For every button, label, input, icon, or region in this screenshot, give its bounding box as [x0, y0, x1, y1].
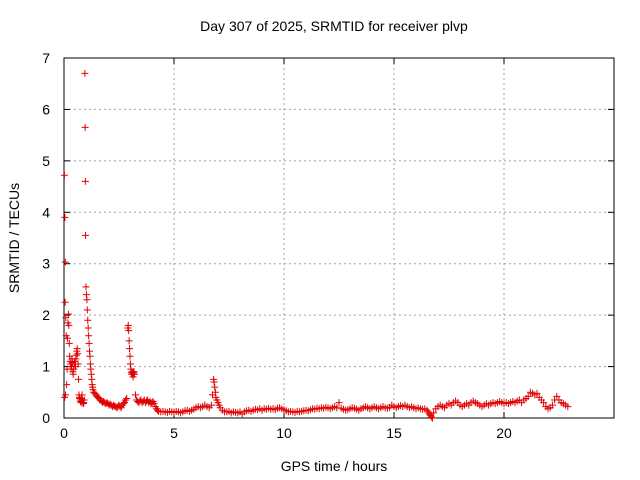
- y-tick-label: 7: [42, 50, 50, 66]
- data-point: [123, 394, 131, 402]
- data-point: [61, 213, 69, 221]
- x-tick-label: 5: [170, 425, 178, 441]
- data-point: [62, 314, 70, 322]
- plot-frame: [63, 57, 615, 419]
- data-point: [564, 403, 572, 411]
- y-tick-label: 2: [42, 307, 50, 323]
- data-point: [533, 389, 541, 397]
- data-point: [427, 413, 435, 421]
- data-point: [74, 360, 82, 368]
- x-axis-label: GPS time / hours: [281, 458, 388, 474]
- data-point: [335, 399, 343, 407]
- data-point: [207, 401, 215, 409]
- y-tick-label: 5: [42, 153, 50, 169]
- x-tick-label: 15: [386, 425, 402, 441]
- data-point: [126, 352, 134, 360]
- data-point: [84, 316, 92, 324]
- data-point: [81, 123, 89, 131]
- x-axis: 0 5 10 15 20: [60, 58, 512, 441]
- data-point: [81, 69, 89, 77]
- x-tick-label: 10: [276, 425, 292, 441]
- data-point: [154, 406, 161, 414]
- data-point: [126, 345, 134, 353]
- data-point: [65, 321, 73, 329]
- y-axis-label: SRMTID / TECUs: [6, 183, 22, 293]
- data-point: [210, 378, 218, 386]
- data-point: [64, 334, 72, 342]
- y-tick-label: 3: [42, 256, 50, 272]
- data-point: [130, 370, 138, 378]
- data-point: [122, 396, 130, 404]
- data-point: [430, 409, 438, 417]
- data-point: [150, 400, 158, 408]
- data-point: [125, 327, 133, 335]
- data-point: [61, 258, 69, 266]
- y-tick-label: 1: [42, 359, 50, 375]
- data-point: [125, 337, 133, 345]
- x-tick-label: 20: [496, 425, 512, 441]
- y-tick-label: 4: [42, 204, 50, 220]
- y-tick-label: 0: [42, 410, 50, 426]
- data-point: [132, 391, 139, 399]
- data-point: [84, 324, 92, 332]
- data-point: [83, 296, 91, 304]
- data-point: [85, 332, 93, 340]
- data-point: [81, 177, 89, 185]
- data-point: [75, 375, 83, 383]
- y-tick-label: 6: [42, 101, 50, 117]
- data-point: [85, 339, 93, 347]
- data-point: [211, 383, 219, 391]
- data-point: [82, 231, 90, 239]
- chart-title: Day 307 of 2025, SRMTID for receiver plv…: [200, 18, 468, 34]
- data-point: [82, 283, 90, 291]
- data-point: [83, 306, 91, 314]
- data-point: [86, 352, 94, 360]
- data-series-srmtid: [60, 69, 572, 422]
- data-point: [62, 391, 70, 399]
- data-point: [60, 171, 68, 179]
- data-point: [553, 392, 561, 400]
- data-point: [74, 350, 82, 358]
- data-point: [80, 396, 88, 404]
- data-point: [64, 310, 72, 318]
- data-point: [119, 400, 127, 408]
- data-point: [423, 406, 431, 414]
- data-point: [540, 399, 548, 407]
- data-point: [429, 414, 436, 422]
- data-point: [524, 392, 532, 400]
- data-point: [333, 404, 341, 412]
- data-point: [65, 339, 73, 347]
- data-point: [61, 298, 69, 306]
- x-tick-label: 0: [60, 425, 68, 441]
- data-point: [548, 401, 556, 409]
- grid-layer: [64, 58, 614, 418]
- y-axis: 0 1 2 3 4 5 6 7: [42, 50, 614, 426]
- data-point: [63, 381, 71, 389]
